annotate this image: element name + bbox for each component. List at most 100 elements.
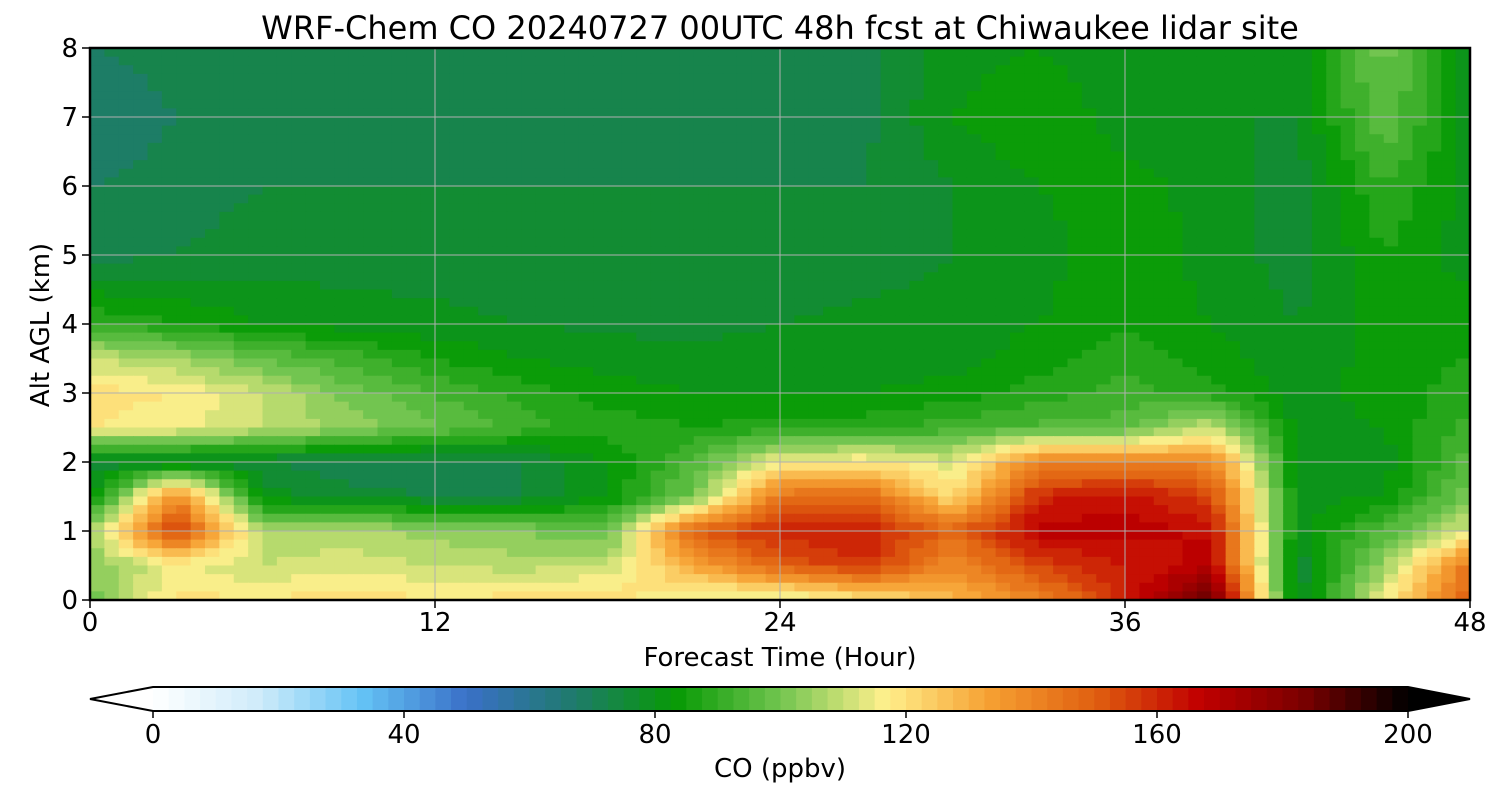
heatmap-cell — [391, 177, 407, 187]
heatmap-cell — [909, 65, 925, 75]
heatmap-cell — [1053, 393, 1069, 403]
heatmap-cell — [1426, 134, 1442, 144]
heatmap-cell — [1398, 401, 1414, 411]
heatmap-cell — [320, 177, 335, 187]
heatmap-cell — [406, 263, 422, 273]
heatmap-cell — [665, 341, 680, 351]
heatmap-cell — [521, 168, 537, 178]
heatmap-cell — [650, 393, 666, 403]
heatmap-cell — [305, 453, 321, 463]
heatmap-cell — [995, 280, 1011, 291]
heatmap-cell — [492, 99, 508, 109]
heatmap-cell — [722, 444, 738, 454]
heatmap-cell — [1369, 479, 1385, 489]
heatmap-cell — [291, 108, 307, 118]
heatmap-cell — [981, 367, 997, 377]
heatmap-cell — [320, 332, 335, 342]
heatmap-cell — [118, 220, 134, 230]
heatmap-cell — [133, 410, 149, 420]
heatmap-cell — [219, 280, 235, 291]
heatmap-cell — [952, 367, 968, 377]
heatmap-cell — [1254, 168, 1270, 178]
heatmap-cell — [377, 375, 393, 385]
heatmap-cell — [636, 91, 652, 101]
heatmap-cell — [1168, 298, 1184, 308]
heatmap-cell — [923, 289, 939, 299]
heatmap-cell — [636, 349, 652, 360]
heatmap-cell — [449, 246, 465, 256]
heatmap-cell — [233, 332, 249, 342]
heatmap-cell — [636, 444, 652, 454]
heatmap-cell — [420, 194, 436, 204]
heatmap-cell — [233, 453, 249, 463]
heatmap-cell — [794, 255, 810, 265]
heatmap-cell — [578, 186, 594, 196]
heatmap-cell — [205, 229, 220, 239]
heatmap-cell — [1311, 324, 1327, 334]
heatmap-cell — [823, 186, 839, 196]
heatmap-cell — [679, 462, 695, 472]
heatmap-cell — [320, 410, 335, 420]
heatmap-cell — [679, 142, 695, 153]
heatmap-cell — [1412, 427, 1428, 437]
heatmap-cell — [1125, 418, 1140, 429]
heatmap-cell — [320, 453, 335, 463]
heatmap-cell — [233, 160, 249, 170]
heatmap-cell — [506, 177, 522, 187]
heatmap-cell — [406, 298, 422, 308]
heatmap-cell — [90, 186, 105, 196]
heatmap-cell — [593, 332, 609, 342]
heatmap-cell — [607, 177, 623, 187]
heatmap-cell — [895, 186, 910, 196]
heatmap-cell — [1053, 470, 1069, 480]
heatmap-cell — [377, 298, 393, 308]
heatmap-cell — [176, 306, 192, 316]
heatmap-cell — [1196, 479, 1212, 489]
heatmap-cell — [449, 453, 465, 463]
heatmap-cell — [837, 298, 853, 308]
heatmap-cell — [650, 229, 666, 239]
heatmap-cell — [578, 272, 594, 282]
heatmap-cell — [981, 462, 997, 472]
heatmap-cell — [276, 384, 292, 394]
heatmap-cell — [1326, 462, 1342, 472]
heatmap-cell — [593, 194, 609, 204]
heatmap-cell — [506, 324, 522, 334]
heatmap-cell — [966, 462, 982, 472]
heatmap-cell — [607, 211, 623, 222]
heatmap-cell — [665, 263, 680, 273]
heatmap-cell — [1010, 436, 1025, 446]
heatmap-cell — [1024, 315, 1040, 325]
heatmap-cell — [1153, 99, 1169, 109]
heatmap-cell — [1283, 229, 1299, 239]
heatmap-cell — [952, 151, 968, 161]
heatmap-cell — [391, 237, 407, 247]
heatmap-cell — [1053, 410, 1069, 420]
heatmap-cell — [909, 220, 925, 230]
heatmap-cell — [765, 436, 781, 446]
heatmap-cell — [262, 56, 278, 66]
heatmap-cell — [636, 436, 652, 446]
heatmap-cell — [463, 418, 479, 429]
heatmap-cell — [1240, 203, 1255, 213]
heatmap-cell — [90, 48, 105, 58]
heatmap-cell — [1355, 65, 1370, 75]
heatmap-cell — [118, 125, 134, 135]
heatmap-cell — [650, 280, 666, 291]
heatmap-cell — [248, 134, 264, 144]
heatmap-cell — [118, 462, 134, 472]
heatmap-cell — [895, 349, 910, 360]
heatmap-cell — [1153, 358, 1169, 368]
heatmap-cell — [780, 99, 795, 109]
heatmap-cell — [1024, 186, 1040, 196]
heatmap-cell — [938, 349, 954, 360]
heatmap-cell — [449, 418, 465, 429]
heatmap-cell — [176, 125, 192, 135]
heatmap-cell — [104, 151, 120, 161]
heatmap-cell — [1225, 91, 1241, 101]
heatmap-cell — [377, 220, 393, 230]
heatmap-cell — [909, 487, 925, 498]
heatmap-cell — [1038, 246, 1054, 256]
heatmap-cell — [1139, 125, 1155, 135]
heatmap-cell — [1010, 56, 1025, 66]
